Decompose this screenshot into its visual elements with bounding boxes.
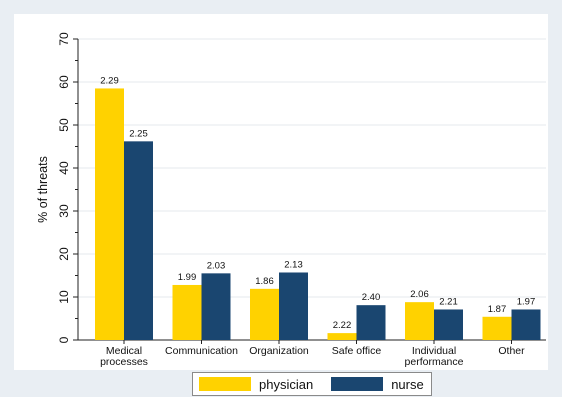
y-tick-label-0: 0 — [57, 336, 71, 343]
legend-label-physician: physician — [259, 376, 314, 392]
data-label-nurse-5: 1.97 — [517, 296, 536, 307]
legend-item-physician: physician — [199, 377, 313, 392]
y-tick-label-30: 30 — [57, 204, 71, 218]
y-tick-label-20: 20 — [57, 247, 71, 261]
data-label-physician-3: 2.22 — [333, 320, 352, 331]
legend: physician nurse — [192, 372, 432, 396]
data-label-physician-0: 2.29 — [100, 75, 119, 86]
legend-label-nurse: nurse — [391, 376, 424, 392]
bar-physician-0 — [95, 88, 124, 340]
bar-nurse-5 — [511, 309, 541, 340]
data-label-nurse-4: 2.21 — [439, 296, 458, 307]
x-tick-label-3: Safe office — [332, 345, 382, 357]
legend-swatch-physician — [199, 377, 251, 391]
x-tick-label-1: Communication — [165, 345, 238, 357]
bar-nurse-1 — [201, 273, 231, 340]
bar-physician-5 — [482, 316, 512, 340]
x-tick-label-2: Organization — [249, 345, 309, 357]
x-tick-label-0-line0: Medical — [106, 345, 142, 357]
legend-item-nurse: nurse — [331, 377, 424, 392]
bar-physician-4 — [405, 302, 434, 340]
data-label-nurse-1: 2.03 — [207, 260, 226, 271]
y-tick-label-10: 10 — [57, 290, 71, 304]
bar-physician-3 — [327, 333, 357, 340]
x-tick-label-0-line1: processes — [100, 356, 148, 368]
bar-nurse-3 — [356, 305, 386, 340]
bar-nurse-2 — [279, 272, 308, 340]
bar-physician-1 — [172, 284, 202, 340]
data-label-nurse-3: 2.40 — [362, 292, 381, 303]
bar-nurse-4 — [434, 309, 463, 340]
legend-swatch-nurse — [331, 377, 384, 391]
y-tick-label-60: 60 — [57, 75, 71, 89]
data-label-nurse-2: 2.13 — [284, 259, 303, 270]
bar-nurse-0 — [124, 141, 153, 340]
y-tick-label-40: 40 — [57, 161, 71, 175]
bar-physician-2 — [250, 288, 279, 340]
data-label-physician-2: 1.86 — [255, 276, 274, 287]
data-label-physician-1: 1.99 — [178, 272, 197, 283]
data-label-physician-5: 1.87 — [488, 304, 507, 315]
y-tick-label-70: 70 — [57, 32, 71, 46]
y-axis-title: % of threats — [36, 156, 50, 223]
data-label-physician-4: 2.06 — [410, 289, 429, 300]
x-tick-label-4-line1: performance — [405, 356, 464, 368]
x-tick-label-5: Other — [498, 345, 525, 357]
y-tick-label-50: 50 — [57, 118, 71, 132]
x-tick-label-4-line0: Individual — [412, 345, 456, 357]
data-label-nurse-0: 2.25 — [129, 128, 148, 139]
